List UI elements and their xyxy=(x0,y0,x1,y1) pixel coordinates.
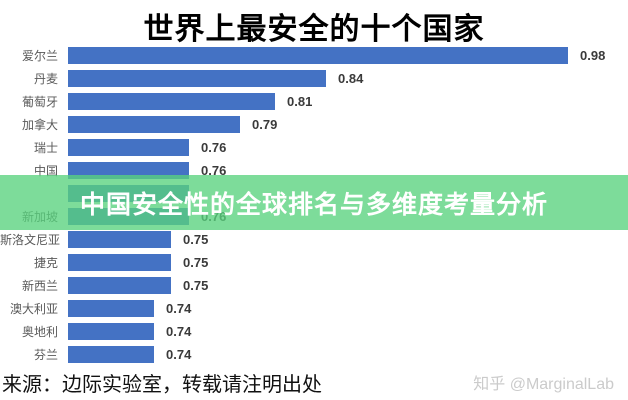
bar-row: 爱尔兰 0.98 xyxy=(0,44,628,67)
bar-row: 芬兰 0.74 xyxy=(0,343,628,366)
bar-row: 斯洛文尼亚 0.75 xyxy=(0,228,628,251)
value-label: 0.98 xyxy=(580,48,606,63)
bar xyxy=(68,231,171,248)
value-label: 0.74 xyxy=(166,347,192,362)
bar-row: 澳大利亚 0.74 xyxy=(0,297,628,320)
watermark: 知乎 @MarginalLab xyxy=(473,376,614,393)
bar xyxy=(68,162,189,179)
bar-row: 奥地利 0.74 xyxy=(0,320,628,343)
bar-row: 中国 0.76 xyxy=(0,159,628,182)
country-label: 丹麦 xyxy=(33,72,58,86)
value-label: 0.76 xyxy=(201,163,227,178)
overlay-banner: 中国安全性的全球排名与多维度考量分析 xyxy=(0,175,628,230)
country-label: 澳大利亚 xyxy=(9,302,58,316)
value-label: 0.75 xyxy=(183,278,209,293)
country-label: 新西兰 xyxy=(21,279,58,293)
value-label: 0.79 xyxy=(252,117,278,132)
source-text: 来源：边际实验室，转载请注明出处 xyxy=(2,374,322,396)
value-label: 0.81 xyxy=(287,94,313,109)
bar-row: 加拿大 0.79 xyxy=(0,113,628,136)
bar-row: 新西兰 0.75 xyxy=(0,274,628,297)
bar-row: 丹麦 0.84 xyxy=(0,67,628,90)
bar-row: 捷克 0.75 xyxy=(0,251,628,274)
bar-row: 瑞士 0.76 xyxy=(0,136,628,159)
bar xyxy=(68,346,154,363)
country-label: 加拿大 xyxy=(21,118,58,132)
chart-title: 世界上最安全的十个国家 xyxy=(143,13,485,46)
value-label: 0.84 xyxy=(338,71,364,86)
country-label: 中国 xyxy=(33,164,58,178)
value-label: 0.75 xyxy=(183,255,209,270)
bar xyxy=(68,277,171,294)
value-label: 0.76 xyxy=(201,140,227,155)
country-label: 瑞士 xyxy=(33,141,58,155)
country-label: 斯洛文尼亚 xyxy=(0,233,61,247)
bar xyxy=(68,93,275,110)
value-label: 0.74 xyxy=(166,301,192,316)
value-label: 0.75 xyxy=(183,232,209,247)
country-label: 捷克 xyxy=(33,256,58,270)
country-label: 葡萄牙 xyxy=(21,95,58,109)
overlay-banner-text: 中国安全性的全球排名与多维度考量分析 xyxy=(79,190,548,219)
country-label: 爱尔兰 xyxy=(21,49,58,63)
country-label: 芬兰 xyxy=(33,348,58,362)
country-label: 奥地利 xyxy=(21,325,58,339)
bar xyxy=(68,47,568,64)
bar xyxy=(68,116,240,133)
bar xyxy=(68,300,154,317)
bar xyxy=(68,323,154,340)
bar xyxy=(68,139,189,156)
bar-row: 葡萄牙 0.81 xyxy=(0,90,628,113)
bar xyxy=(68,254,171,271)
footer: 来源：边际实验室，转载请注明出处 知乎 @MarginalLab xyxy=(0,366,628,400)
value-label: 0.74 xyxy=(166,324,192,339)
bar xyxy=(68,70,326,87)
